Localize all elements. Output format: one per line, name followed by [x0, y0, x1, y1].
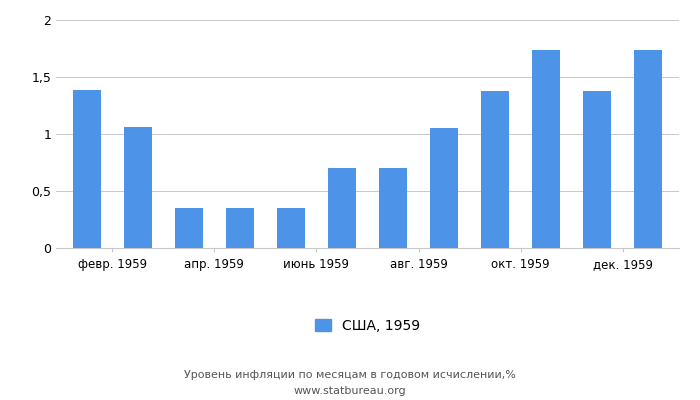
Bar: [328, 168, 356, 248]
Bar: [73, 90, 101, 248]
Bar: [583, 91, 611, 248]
Bar: [277, 208, 305, 248]
Legend: США, 1959: США, 1959: [314, 319, 421, 333]
Bar: [226, 208, 254, 248]
Bar: [124, 127, 152, 248]
Bar: [175, 208, 203, 248]
Bar: [430, 128, 458, 248]
Bar: [532, 50, 560, 248]
Bar: [481, 91, 509, 248]
Text: Уровень инфляции по месяцам в годовом исчислении,%: Уровень инфляции по месяцам в годовом ис…: [184, 370, 516, 380]
Bar: [634, 50, 662, 248]
Bar: [379, 168, 407, 248]
Text: www.statbureau.org: www.statbureau.org: [294, 386, 406, 396]
